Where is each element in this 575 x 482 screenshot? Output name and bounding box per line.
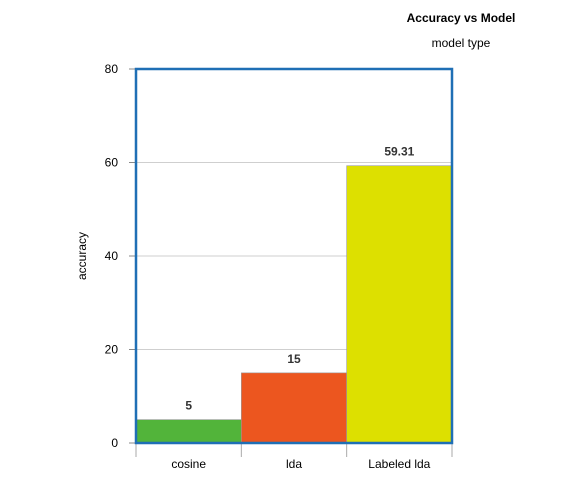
- y-tick-label: 40: [105, 249, 119, 263]
- data-label: 5: [185, 399, 192, 413]
- data-label: 15: [287, 352, 301, 366]
- bars: [135, 165, 453, 444]
- bar-cosine: [135, 419, 242, 444]
- x-tick-label: lda: [286, 457, 302, 471]
- y-axis-ticks: 0 20 40 60 80: [105, 62, 136, 450]
- x-tick-label: Labeled lda: [368, 457, 430, 471]
- chart-subtitle: model type: [432, 36, 491, 50]
- y-tick-label: 80: [105, 62, 119, 76]
- x-axis: cosine lda Labeled lda: [135, 443, 453, 471]
- y-tick-label: 20: [105, 343, 119, 357]
- plot-frame: [134, 67, 454, 445]
- data-label: 59.31: [384, 145, 414, 159]
- chart-title: Accuracy vs Model: [407, 11, 516, 25]
- data-labels: 5 15 59.31: [185, 145, 414, 413]
- y-axis-label: accuracy: [75, 232, 89, 280]
- bar-labeled-lda: [346, 165, 453, 444]
- x-tick-label: cosine: [171, 457, 206, 471]
- y-tick-label: 0: [111, 436, 118, 450]
- y-tick-label: 60: [105, 156, 119, 170]
- bar-lda: [241, 372, 347, 444]
